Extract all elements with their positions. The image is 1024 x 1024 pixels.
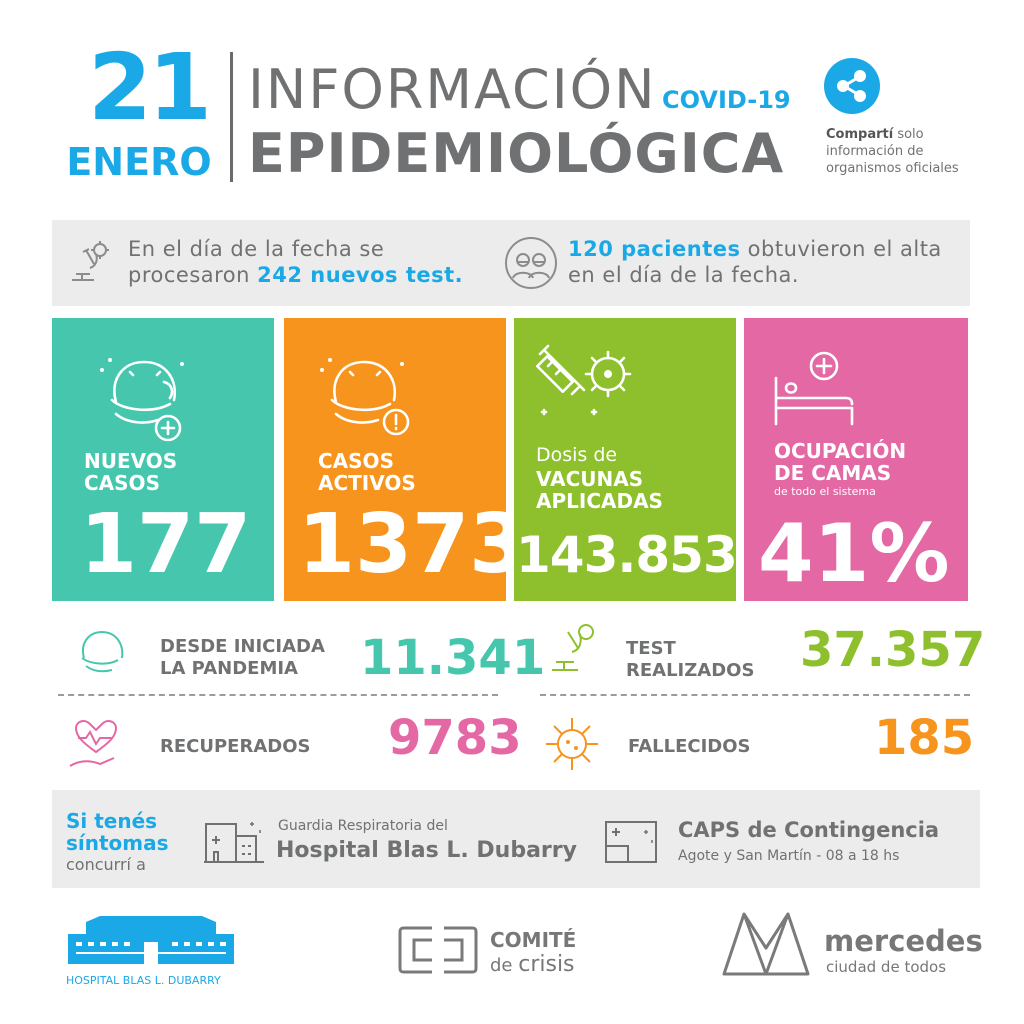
stat-pandemia-value: 11.341	[360, 630, 546, 686]
tests-info: En el día de la fecha se procesaron 242 …	[128, 237, 464, 287]
card-sub: de todo el sistema	[774, 485, 876, 498]
hospital-bed-icon	[770, 348, 860, 432]
mercedes-sub: ciudad de todos	[826, 958, 947, 976]
heart-hand-icon	[64, 712, 128, 780]
comite-text: COMITÉ	[490, 928, 577, 952]
caps-detail: Agote y San Martín - 08 a 18 hs	[678, 848, 900, 864]
virus-icon	[540, 712, 604, 780]
card-label: VACUNAS APLICADAS	[536, 467, 663, 513]
card-label-small: Dosis de	[536, 444, 618, 466]
info-band	[52, 220, 970, 306]
card-label: NUEVOS CASOS	[84, 449, 178, 495]
hospital-building-icon	[202, 816, 266, 870]
stat-recuperados-label: RECUPERADOS	[160, 736, 311, 757]
caps-name: CAPS de Contingencia	[678, 818, 940, 842]
header-divider	[230, 52, 233, 182]
card-value: 177	[80, 497, 252, 592]
hospital-logo	[66, 912, 236, 972]
stat-fallecidos-label: FALLECIDOS	[628, 736, 751, 757]
microscope-icon	[66, 238, 114, 290]
hospital-small-text: Guardia Respiratoria del	[278, 818, 448, 834]
card-value: 1373	[298, 497, 527, 592]
card-label: CASOS ACTIVOS	[318, 449, 416, 495]
doctors-icon	[504, 236, 558, 294]
symptoms-prompt: Si tenés síntomas concurrí a	[66, 809, 169, 874]
card-value: 143.853	[516, 526, 738, 584]
alta-info: 120 pacientes obtuvieron el alta en el d…	[568, 237, 942, 287]
syringe-virus-icon	[534, 340, 644, 444]
masked-face-alert-icon	[310, 342, 420, 456]
divider-right	[540, 694, 970, 696]
masked-face-plus-icon	[90, 342, 200, 456]
card-label: OCUPACIÓN DE CAMAS	[774, 439, 907, 485]
date-month: ENERO	[66, 140, 212, 184]
stat-recuperados-value: 9783	[388, 710, 522, 766]
masked-face-outline-icon	[68, 622, 132, 690]
mercedes-logo-icon	[720, 908, 812, 982]
share-note: Compartí solo información de organismos …	[826, 127, 959, 176]
title-line1: INFORMACIÓN	[248, 58, 657, 121]
share-icon[interactable]	[824, 58, 880, 114]
hospital-name: Hospital Blas L. Dubarry	[276, 838, 577, 863]
stat-tests-value: 37.357	[800, 622, 986, 678]
stat-pandemia-label: DESDE INICIADA LA PANDEMIA	[160, 636, 325, 679]
caps-building-icon	[602, 818, 662, 868]
microscope-green-icon	[544, 618, 604, 682]
title-line2: EPIDEMIOLÓGICA	[248, 122, 785, 185]
stat-fallecidos-value: 185	[874, 710, 975, 766]
card-nuevos-casos: NUEVOS CASOS 177	[52, 318, 274, 601]
stat-tests-label: TEST REALIZADOS	[626, 638, 755, 681]
mercedes-text: mercedes	[824, 924, 983, 958]
card-casos-activos: CASOS ACTIVOS 1373	[284, 318, 526, 601]
card-vacunas: Dosis de VACUNAS APLICADAS 143.853	[514, 318, 738, 601]
comite-crisis: de crisis	[490, 952, 575, 977]
comite-logo-icon	[396, 924, 480, 980]
date-day: 21	[88, 34, 212, 141]
card-ocupacion-camas: OCUPACIÓN DE CAMAS de todo el sistema 41%	[744, 318, 968, 601]
card-value: 41%	[758, 507, 950, 600]
divider-left	[58, 694, 498, 696]
covid-label: COVID-19	[662, 86, 791, 114]
hospital-logo-text: HOSPITAL BLAS L. DUBARRY	[66, 974, 221, 987]
